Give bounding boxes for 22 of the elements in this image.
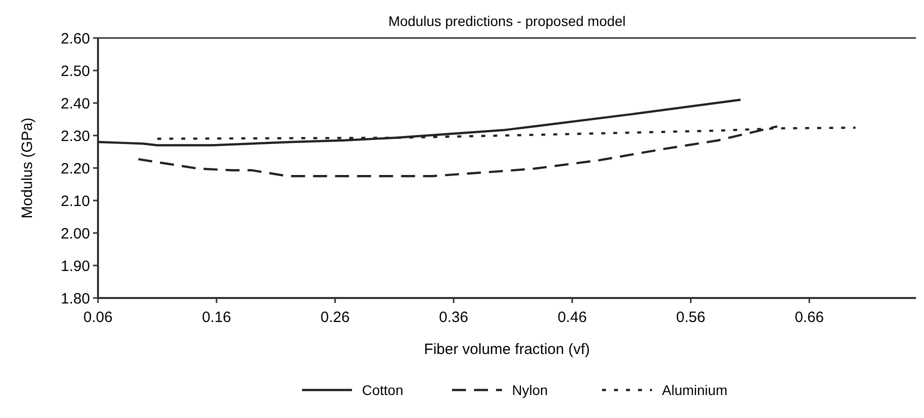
legend-label: Cotton (362, 382, 404, 398)
x-axis-title: Fiber volume fraction (vf) (424, 341, 590, 358)
x-tick-label: 0.56 (676, 309, 706, 326)
x-tick-label: 0.46 (558, 309, 587, 326)
x-tick-label: 0.06 (83, 309, 113, 326)
y-tick-label: 2.00 (60, 225, 90, 242)
y-tick-label: 2.30 (60, 128, 90, 145)
legend-label: Aluminium (662, 382, 728, 398)
y-axis-title: Modulus (GPa) (19, 118, 36, 218)
y-tick-label: 1.90 (60, 258, 90, 275)
x-tick-label: 0.26 (320, 309, 350, 326)
x-tick-label: 0.36 (439, 309, 468, 326)
y-tick-label: 2.60 (60, 30, 90, 48)
chart-title: Modulus predictions - proposed model (388, 13, 626, 29)
x-tick-label: 0.16 (202, 309, 232, 326)
legend-label: Nylon (512, 382, 548, 398)
y-tick-label: 1.80 (60, 290, 90, 308)
y-tick-label: 2.10 (60, 192, 90, 210)
x-tick-label: 0.66 (794, 309, 824, 326)
y-tick-label: 2.20 (60, 160, 90, 178)
y-tick-label: 2.40 (60, 95, 90, 112)
y-tick-label: 2.50 (60, 62, 90, 80)
